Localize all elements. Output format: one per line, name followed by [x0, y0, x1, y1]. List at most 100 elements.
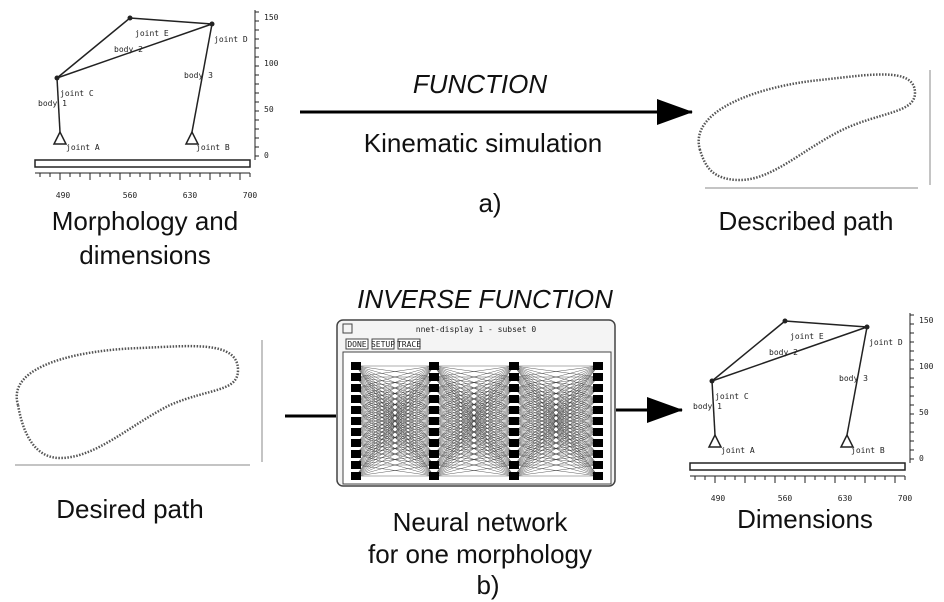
neuron — [351, 384, 361, 392]
body-label: body 3 — [839, 374, 868, 383]
neuron — [351, 395, 361, 403]
joint — [710, 379, 715, 384]
caption: Morphology and — [52, 206, 238, 236]
y-tick-label: 0 — [264, 151, 269, 160]
neuron — [351, 461, 361, 469]
neuron — [593, 417, 603, 425]
neuron — [351, 450, 361, 458]
joint-label: joint C — [715, 392, 749, 401]
inverse-label: INVERSE FUNCTION — [357, 284, 613, 314]
neuron — [509, 439, 519, 447]
joint — [865, 325, 870, 330]
neuron — [509, 395, 519, 403]
neuron — [593, 373, 603, 381]
x-tick-label: 630 — [183, 191, 198, 200]
mechanism: joint E joint D joint C joint A joint B body … — [690, 313, 934, 503]
panel-label: a) — [478, 188, 501, 218]
neuron — [593, 450, 603, 458]
body-label: body 3 — [184, 71, 213, 80]
joint-label: joint A — [721, 446, 755, 455]
joint — [783, 319, 788, 324]
ground — [690, 463, 905, 470]
joint-label: joint D — [214, 35, 248, 44]
joint-label: joint A — [66, 143, 100, 152]
path-plot — [15, 340, 262, 465]
joint-label: joint B — [196, 143, 230, 152]
neuron — [593, 439, 603, 447]
joint — [210, 22, 215, 27]
caption: dimensions — [79, 240, 211, 270]
figure: FUNCTION Kinematic simulation a) Morphol… — [0, 0, 944, 602]
neuron — [509, 417, 519, 425]
y-tick-label: 100 — [919, 362, 934, 371]
neuron — [429, 395, 439, 403]
caption: Dimensions — [737, 504, 873, 534]
button-label: DONE — [347, 340, 366, 349]
neuron — [429, 406, 439, 414]
support — [54, 132, 66, 144]
neuron — [351, 406, 361, 414]
y-tick-label: 0 — [919, 454, 924, 463]
neuron — [509, 362, 519, 370]
neuron — [351, 439, 361, 447]
joint-label: joint E — [790, 332, 824, 341]
x-tick-label: 630 — [838, 494, 853, 503]
x-tick-label: 490 — [56, 191, 71, 200]
neuron — [351, 417, 361, 425]
x-tick-label: 700 — [898, 494, 913, 503]
caption: Neural network — [393, 507, 569, 537]
y-tick-label: 150 — [919, 316, 934, 325]
neuron — [509, 428, 519, 436]
neuron — [509, 461, 519, 469]
button-label: TRACE — [397, 340, 421, 349]
neuron — [509, 472, 519, 480]
neuron — [351, 362, 361, 370]
neuron — [593, 384, 603, 392]
neuron — [593, 472, 603, 480]
caption: Described path — [719, 206, 894, 236]
y-tick-label: 50 — [919, 408, 929, 417]
neuron — [593, 428, 603, 436]
neuron — [351, 428, 361, 436]
function-label: FUNCTION — [413, 69, 548, 99]
simulation-label: Kinematic simulation — [364, 128, 602, 158]
panel-label: b) — [476, 570, 499, 600]
mechanism: joint E joint D joint C joint A joint B body … — [35, 10, 279, 200]
joint-label: joint D — [869, 338, 903, 347]
link — [130, 18, 212, 24]
neuron — [593, 406, 603, 414]
body-label: body 2 — [769, 348, 798, 357]
neuron — [509, 373, 519, 381]
neuron — [593, 395, 603, 403]
joint — [55, 76, 60, 81]
y-tick-label: 100 — [264, 59, 279, 68]
neuron — [351, 472, 361, 480]
support — [709, 435, 721, 447]
body-label: body 1 — [693, 402, 722, 411]
window-title: nnet-display 1 - subset 0 — [416, 325, 537, 334]
button-label: SETUP — [371, 340, 395, 349]
ground — [35, 160, 250, 167]
body-label: body 2 — [114, 45, 143, 54]
y-tick-label: 50 — [264, 105, 274, 114]
joint-label: joint C — [60, 89, 94, 98]
neuron — [351, 373, 361, 381]
neuron — [429, 461, 439, 469]
neuron — [429, 373, 439, 381]
x-tick-label: 560 — [778, 494, 793, 503]
neuron — [593, 461, 603, 469]
y-tick-label: 150 — [264, 13, 279, 22]
neuron — [509, 450, 519, 458]
neuron — [429, 362, 439, 370]
joint-label: joint B — [851, 446, 885, 455]
caption: for one morphology — [368, 539, 592, 569]
x-tick-label: 700 — [243, 191, 258, 200]
neuron — [593, 362, 603, 370]
body-label: body 1 — [38, 99, 67, 108]
neuron — [429, 384, 439, 392]
joint-label: joint E — [135, 29, 169, 38]
caption: Desired path — [56, 494, 203, 524]
neuron — [429, 450, 439, 458]
neuron — [509, 406, 519, 414]
